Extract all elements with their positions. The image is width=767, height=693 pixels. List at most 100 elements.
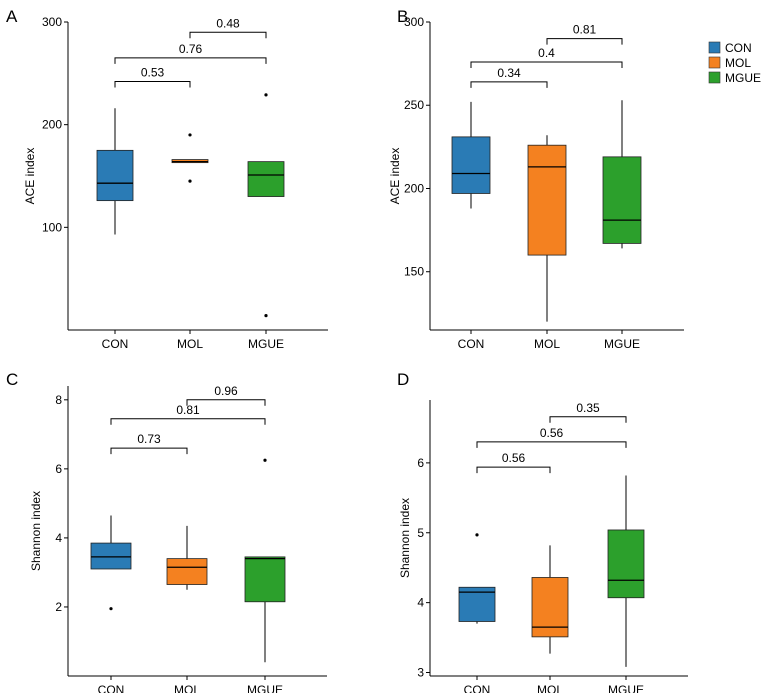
y-tick-label: 300: [42, 15, 62, 29]
box-iqr: [451, 136, 491, 194]
y-axis-label: Shannon index: [29, 491, 43, 571]
p-value-label: 0.81: [573, 23, 597, 37]
outlier-point: [264, 314, 268, 318]
bracket-line: [476, 441, 627, 448]
box-mol: [531, 545, 569, 654]
panel-c: C 2 4 6 8 Shannon index CON MOL MGUE 0.73 0.81 0.96: [6, 370, 327, 693]
comparison-bracket: 0.35: [549, 401, 627, 423]
p-value-label: 0.35: [576, 401, 600, 415]
y-tick-label: 8: [55, 393, 62, 407]
bracket-line: [189, 31, 267, 39]
box-con: [96, 108, 134, 235]
x-tick-label: CON: [102, 337, 129, 351]
p-value-label: 0.34: [497, 66, 521, 80]
box-con: [90, 515, 132, 611]
legend-swatch-mgue: [708, 71, 721, 84]
box-mol: [166, 525, 208, 590]
outlier-point: [188, 179, 192, 183]
comparison-bracket: 0.76: [114, 42, 267, 64]
p-value-label: 0.96: [214, 384, 238, 398]
outlier-point: [109, 607, 113, 611]
p-value-label: 0.56: [540, 426, 564, 440]
x-tick-label: MOL: [174, 683, 200, 693]
legend-label-mgue: MGUE: [725, 71, 761, 85]
x-tick-label: MOL: [534, 337, 560, 351]
box-iqr: [527, 144, 567, 256]
box-con: [451, 101, 491, 209]
panel-label: D: [397, 370, 409, 389]
outlier-point: [188, 133, 192, 137]
p-value-label: 0.56: [502, 451, 526, 465]
y-tick-label: 6: [55, 462, 62, 476]
bracket-line: [114, 57, 267, 64]
p-value-label: 0.73: [137, 432, 161, 446]
y-tick-label: 5: [417, 526, 424, 540]
legend-swatch-mol: [708, 56, 721, 69]
x-tick-label: CON: [98, 683, 125, 693]
panel-d: D 3 4 5 6 Shannon index CON MOL MGUE 0.56 0.56 0.35: [397, 370, 688, 693]
y-tick-label: 100: [42, 220, 62, 234]
p-value-label: 0.76: [179, 42, 203, 56]
legend-swatch-con: [708, 41, 721, 54]
y-axis-label: ACE index: [23, 148, 37, 205]
box-mgue: [602, 100, 642, 249]
y-tick-label: 150: [404, 265, 424, 279]
p-value-label: 0.81: [176, 403, 200, 417]
comparison-bracket: 0.56: [476, 451, 551, 474]
box-iqr: [90, 542, 132, 570]
legend-label-con: CON: [725, 41, 752, 55]
x-tick-label: CON: [464, 683, 491, 693]
box-iqr: [96, 149, 134, 202]
comparison-bracket: 0.48: [189, 16, 267, 39]
bracket-line: [549, 416, 627, 423]
x-tick-label: MGUE: [604, 337, 640, 351]
outlier-point: [475, 533, 479, 537]
p-value-label: 0.48: [216, 16, 240, 30]
comparison-bracket: 0.73: [110, 432, 188, 455]
y-tick-label: 200: [42, 118, 62, 132]
box-mgue: [244, 458, 286, 663]
comparison-bracket: 0.53: [114, 66, 191, 88]
outlier-point: [263, 458, 267, 462]
outlier-point: [264, 93, 268, 97]
p-value-label: 0.4: [538, 46, 555, 60]
panel-label: C: [6, 370, 18, 389]
bracket-line: [110, 447, 188, 455]
y-tick-label: 2: [55, 600, 62, 614]
box-iqr: [458, 586, 496, 622]
y-tick-label: 3: [417, 666, 424, 680]
bracket-line: [470, 81, 548, 88]
box-mgue: [607, 475, 645, 667]
box-mol: [527, 135, 567, 322]
legend-label-mol: MOL: [725, 56, 751, 70]
box-iqr: [166, 558, 208, 585]
comparison-bracket: 0.81: [546, 23, 623, 45]
comparison-bracket: 0.96: [186, 384, 266, 406]
y-axis-label: Shannon index: [398, 498, 412, 578]
bracket-line: [546, 38, 623, 45]
x-tick-label: MGUE: [247, 683, 283, 693]
y-tick-label: 4: [417, 596, 424, 610]
y-tick-label: 300: [404, 15, 424, 29]
panel-b: B 150 200 250 300 ACE index CON MOL MGUE 0.34 0.4 0…: [388, 7, 684, 351]
y-tick-label: 250: [404, 98, 424, 112]
comparison-bracket: 0.56: [476, 426, 627, 448]
panel-a: A 100 200 300 ACE index CON MOL MGUE 0.53 0.76 0.4…: [6, 7, 328, 351]
comparison-bracket: 0.81: [110, 403, 266, 425]
comparison-bracket: 0.34: [470, 66, 548, 88]
box-iqr: [607, 529, 645, 599]
x-tick-label: MGUE: [608, 683, 644, 693]
box-iqr: [247, 161, 285, 197]
box-con: [458, 533, 496, 624]
box-mol: [171, 133, 209, 183]
y-tick-label: 200: [404, 181, 424, 195]
x-tick-label: MOL: [537, 683, 563, 693]
comparison-bracket: 0.4: [470, 46, 623, 68]
box-iqr: [531, 577, 569, 638]
panel-label: A: [6, 7, 18, 26]
y-tick-label: 4: [55, 531, 62, 545]
y-tick-label: 6: [417, 456, 424, 470]
bracket-line: [186, 399, 266, 406]
